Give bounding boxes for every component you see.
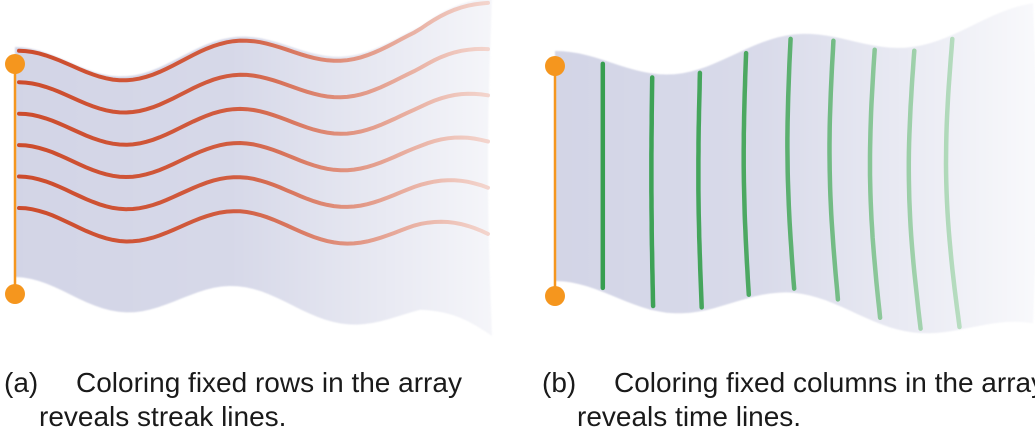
panel-a-streak-lines [5, 0, 492, 336]
flag-b-bottom-anchor-dot [545, 286, 565, 306]
streak-line [17, 0, 490, 83]
caption-a: (a) Coloring fixed rows in the array reve… [4, 366, 462, 434]
streak-line [17, 46, 490, 115]
streak-line [17, 206, 490, 246]
caption-b: (b) Coloring fixed columns in the array r… [542, 366, 1035, 434]
figure [5, 0, 1035, 336]
caption-b-tag: (b) [542, 367, 577, 398]
streak-line [17, 91, 490, 147]
streak-lines-group [17, 0, 490, 246]
time-line [827, 38, 841, 302]
streak-line [17, 174, 490, 212]
time-line [649, 75, 656, 309]
time-line [785, 36, 797, 291]
panel-b-time-lines [545, 3, 1035, 334]
flag-a-body [15, 0, 492, 336]
caption-b-line2: reveals time lines. [577, 401, 802, 432]
flag-b-body [555, 3, 1035, 334]
caption-a-line2: reveals streak lines. [39, 401, 287, 432]
flag-b-top-anchor-dot [545, 56, 565, 76]
flag-a-bottom-anchor-dot [5, 284, 25, 304]
time-line [906, 48, 923, 331]
time-line [696, 70, 704, 310]
time-line [867, 47, 883, 320]
time-line [943, 36, 962, 330]
caption-b-line1: Coloring fixed columns in the array [614, 367, 1035, 398]
caption-a-line1: Coloring fixed rows in the array [76, 367, 462, 398]
time-line [741, 50, 752, 297]
caption-a-tag: (a) [4, 367, 39, 398]
streak-line [17, 135, 490, 180]
time-lines-group [600, 36, 962, 331]
flag-a-top-anchor-dot [5, 54, 25, 74]
